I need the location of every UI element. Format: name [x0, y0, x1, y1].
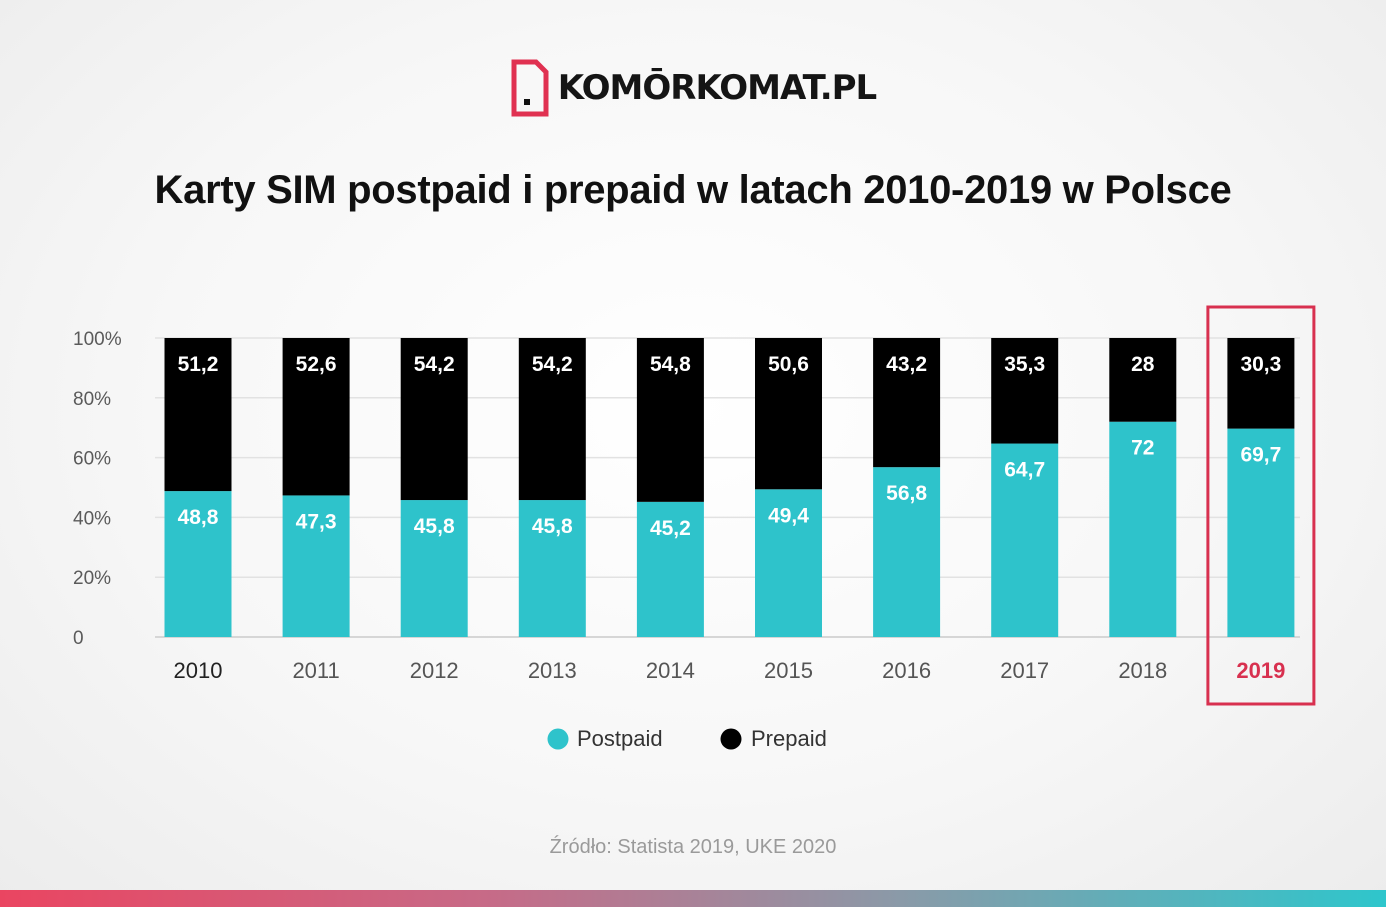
bar-postpaid [1109, 421, 1177, 637]
x-tick-label: 2010 [174, 658, 223, 683]
prepaid-value-label: 52,6 [296, 353, 337, 376]
legend-postpaid-label: Postpaid [577, 726, 663, 751]
axes: 0 20% 40% 60% 80% 100% 2010 2011 2012 2013 2014 201… [73, 305, 1316, 706]
prepaid-value-label: 54,2 [532, 353, 573, 376]
bars [164, 338, 1295, 637]
y-tick-label: 80% [73, 389, 111, 410]
y-tick-label: 100% [73, 329, 122, 350]
sim-card-icon [511, 59, 549, 117]
postpaid-value-label: 49,4 [768, 504, 809, 527]
bar-postpaid [755, 489, 822, 637]
prepaid-value-label: 54,2 [414, 353, 455, 376]
bar-prepaid [1109, 338, 1177, 422]
y-tick-label: 0 [73, 628, 84, 649]
x-tick-label: 2011 [292, 658, 339, 683]
bar-prepaid [1227, 338, 1295, 429]
highlight-box [1206, 305, 1316, 706]
bottom-gradient-bar [0, 890, 1386, 907]
postpaid-value-label: 69,7 [1240, 444, 1281, 467]
x-tick-label: 2016 [882, 658, 931, 683]
y-tick-label: 20% [73, 568, 111, 589]
x-tick-label: 2013 [528, 658, 577, 683]
x-tick-label: 2014 [646, 658, 695, 683]
legend-prepaid-label: Prepaid [751, 726, 827, 751]
bar-prepaid [282, 338, 350, 496]
x-tick-label: 2017 [1000, 658, 1049, 683]
brand-name: KOMŌRKOMAT.PL [557, 68, 877, 108]
legend-prepaid: Prepaid [720, 726, 827, 751]
chart-title: Karty SIM postpaid i prepaid w latach 20… [154, 168, 1232, 212]
legend-postpaid: Postpaid [547, 726, 663, 751]
data-labels: 51,2 48,8 52,6 47,3 54,2 45,8 54,2 45,8 54,8 45,2… [178, 353, 1282, 540]
bar-prepaid [755, 338, 822, 490]
brand-logo: KOMŌRKOMAT.PL [0, 56, 1386, 120]
bar-prepaid [873, 338, 941, 468]
prepaid-value-label: 54,8 [650, 353, 691, 376]
prepaid-value-label: 50,6 [768, 353, 809, 376]
bar-postpaid [991, 443, 1059, 637]
bar-prepaid [518, 338, 586, 501]
postpaid-value-label: 48,8 [178, 506, 219, 529]
y-tick-label: 40% [73, 508, 111, 529]
x-tick-label: 2015 [764, 658, 813, 683]
legend: Postpaid Prepaid [547, 726, 827, 751]
x-tick-label: 2012 [410, 658, 459, 683]
bar-postpaid [1227, 428, 1295, 637]
prepaid-value-label: 51,2 [178, 353, 219, 376]
prepaid-value-label: 35,3 [1004, 353, 1045, 376]
bar-prepaid [164, 338, 232, 492]
bar-postpaid [282, 495, 350, 637]
bar-prepaid [636, 338, 704, 502]
x-tick-label: 2019 [1236, 658, 1285, 683]
bar-postpaid [164, 491, 232, 637]
bar-postpaid [400, 500, 468, 637]
postpaid-value-label: 45,8 [414, 515, 455, 538]
stacked-bar-chart: 51,2 48,8 52,6 47,3 54,2 45,8 54,2 45,8 54,8 45,2… [73, 305, 1316, 751]
bar-prepaid [400, 338, 468, 501]
bar-postpaid [873, 467, 941, 637]
y-tick-label: 60% [73, 449, 111, 470]
prepaid-value-label: 30,3 [1240, 353, 1281, 376]
bar-prepaid [991, 338, 1059, 444]
legend-postpaid-swatch [547, 728, 569, 750]
postpaid-value-label: 45,2 [650, 517, 691, 540]
postpaid-value-label: 72 [1131, 437, 1154, 460]
postpaid-value-label: 47,3 [296, 510, 337, 533]
x-tick-label: 2018 [1118, 658, 1167, 683]
bar-postpaid [518, 500, 586, 637]
bar-postpaid [636, 501, 704, 637]
legend-prepaid-swatch [720, 728, 742, 750]
postpaid-value-label: 45,8 [532, 515, 573, 538]
postpaid-value-label: 56,8 [886, 482, 927, 505]
prepaid-value-label: 43,2 [886, 353, 927, 376]
postpaid-value-label: 64,7 [1004, 459, 1045, 482]
prepaid-value-label: 28 [1131, 353, 1155, 376]
source-note: Źródło: Statista 2019, UKE 2020 [549, 836, 837, 858]
